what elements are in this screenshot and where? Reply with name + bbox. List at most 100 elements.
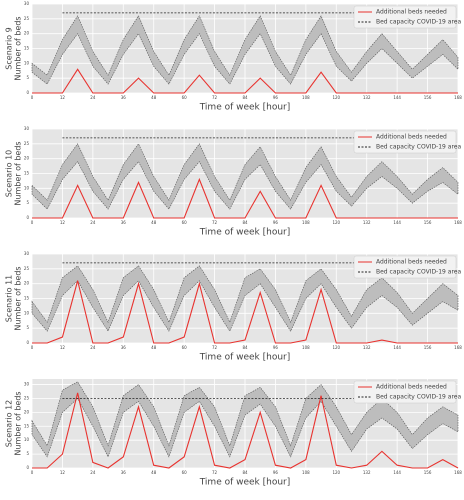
x-tick-label: 36 (121, 95, 127, 100)
x-tick-label: 168 (454, 470, 462, 475)
legend-label: Additional beds needed (376, 9, 447, 16)
y-axis-label: Number of beds (14, 16, 23, 80)
x-tick-label: 144 (393, 95, 401, 100)
scenario-label: Scenario 12 (5, 400, 14, 448)
legend-label: Additional beds needed (376, 384, 447, 391)
x-tick-label: 144 (393, 470, 401, 475)
y-tick-label: 25 (24, 16, 30, 21)
x-tick-label: 24 (90, 345, 96, 350)
legend-label: Bed capacity COVID-19 area (376, 144, 461, 151)
y-tick-label: 25 (24, 141, 30, 146)
occupancy-band (31, 15, 459, 85)
y-tick-label: 30 (24, 1, 30, 6)
x-tick-label: 12 (60, 470, 66, 475)
x-tick-label: 96 (273, 220, 279, 225)
x-tick-label: 144 (393, 345, 401, 350)
x-tick-label: 24 (90, 470, 96, 475)
y-tick-label: 0 (26, 215, 29, 220)
x-tick-label: 156 (424, 345, 432, 350)
x-tick-label: 24 (90, 220, 96, 225)
y-axis-label: Number of beds (14, 266, 23, 330)
y-tick-label: 15 (24, 46, 30, 51)
x-tick-label: 60 (182, 470, 188, 475)
x-tick-label: 60 (182, 220, 188, 225)
series-line (32, 280, 458, 344)
x-tick-label: 84 (242, 345, 248, 350)
x-tick-label: 144 (393, 220, 401, 225)
y-tick-label: 30 (24, 382, 30, 387)
x-tick-label: 168 (454, 345, 462, 350)
x-tick-label: 24 (90, 95, 96, 100)
y-tick-label: 20 (24, 156, 30, 161)
x-tick-label: 36 (121, 220, 127, 225)
x-tick-label: 108 (302, 220, 310, 225)
y-tick-label: 10 (24, 310, 30, 315)
legend-label: Additional beds needed (376, 134, 447, 141)
x-tick-label: 108 (302, 470, 310, 475)
y-tick-label: 25 (24, 266, 30, 271)
legend-box (353, 380, 457, 404)
x-tick-label: 120 (332, 95, 340, 100)
legend-label: Bed capacity COVID-19 area (376, 19, 461, 26)
x-tick-label: 120 (332, 345, 340, 350)
x-tick-label: 156 (424, 470, 432, 475)
x-tick-label: 108 (302, 95, 310, 100)
y-tick-label: 15 (24, 423, 30, 428)
x-tick-label: 0 (31, 345, 34, 350)
x-tick-label: 156 (424, 95, 432, 100)
y-tick-label: 0 (26, 465, 29, 470)
x-tick-label: 48 (151, 345, 157, 350)
y-tick-label: 0 (26, 90, 29, 95)
y-tick-label: 15 (24, 171, 30, 176)
y-tick-label: 30 (24, 126, 30, 131)
y-tick-label: 10 (24, 60, 30, 65)
occupancy-band (31, 381, 459, 458)
y-tick-label: 30 (24, 251, 30, 256)
x-tick-label: 72 (212, 470, 218, 475)
x-tick-label: 72 (212, 95, 218, 100)
x-axis-label: Time of week [hour] (199, 478, 291, 488)
x-tick-label: 60 (182, 95, 188, 100)
x-tick-label: 12 (60, 345, 66, 350)
x-tick-label: 120 (332, 220, 340, 225)
legend-label: Bed capacity COVID-19 area (376, 394, 461, 401)
x-tick-label: 0 (31, 95, 34, 100)
x-tick-label: 48 (151, 220, 157, 225)
x-tick-label: 60 (182, 345, 188, 350)
x-tick-label: 108 (302, 345, 310, 350)
x-axis-label: Time of week [hour] (199, 353, 291, 363)
series-line (32, 68, 458, 94)
x-tick-label: 120 (332, 470, 340, 475)
scenario-label: Scenario 11 (5, 275, 14, 323)
y-tick-label: 20 (24, 409, 30, 414)
x-tick-label: 48 (151, 95, 157, 100)
legend-label: Bed capacity COVID-19 area (376, 269, 461, 276)
series-line (32, 392, 459, 469)
x-tick-label: 12 (60, 220, 66, 225)
x-tick-label: 168 (454, 220, 462, 225)
x-tick-label: 48 (151, 470, 157, 475)
x-tick-label: 0 (31, 220, 34, 225)
x-tick-label: 96 (273, 470, 279, 475)
scenario-label: Scenario 10 (5, 150, 14, 198)
y-tick-label: 20 (24, 281, 30, 286)
y-tick-label: 20 (24, 31, 30, 36)
scenario-label: Scenario 9 (5, 27, 14, 69)
y-tick-label: 10 (24, 185, 30, 190)
x-tick-label: 84 (242, 220, 248, 225)
y-tick-label: 5 (26, 325, 29, 330)
y-axis-label: Number of beds (14, 391, 23, 455)
occupancy-band (31, 143, 459, 210)
x-tick-label: 36 (121, 470, 127, 475)
legend-box (353, 255, 457, 279)
x-tick-label: 132 (363, 220, 371, 225)
y-tick-label: 5 (26, 451, 29, 456)
x-tick-label: 36 (121, 345, 127, 350)
y-axis-label: Number of beds (14, 141, 23, 205)
x-tick-label: 12 (60, 95, 66, 100)
x-tick-label: 96 (273, 345, 279, 350)
y-tick-label: 5 (26, 75, 29, 80)
x-tick-label: 84 (242, 95, 248, 100)
x-tick-label: 132 (363, 470, 371, 475)
x-tick-label: 168 (454, 95, 462, 100)
